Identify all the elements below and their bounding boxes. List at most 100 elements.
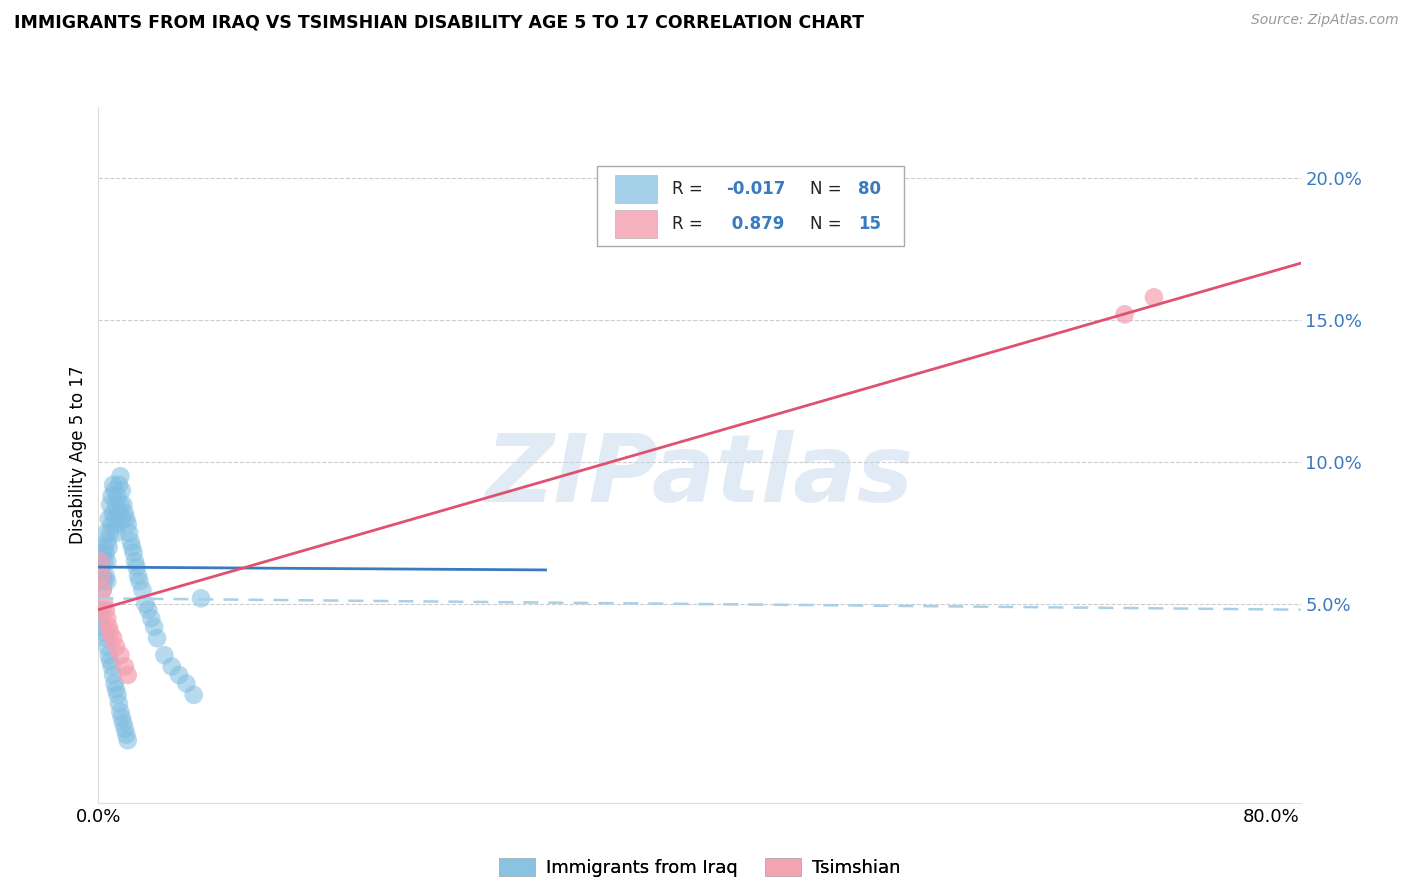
Text: N =: N =: [810, 180, 846, 198]
Point: [146, 631, 169, 645]
Point: [110, 705, 132, 719]
Point: [120, 534, 142, 549]
Point: [111, 483, 134, 498]
Point: [143, 620, 166, 634]
Point: [190, 591, 212, 606]
Point: [103, 676, 125, 690]
Point: [98, 498, 121, 512]
Point: [108, 506, 131, 520]
Y-axis label: Disability Age 5 to 17: Disability Age 5 to 17: [69, 366, 87, 544]
Text: 15: 15: [858, 215, 882, 233]
Point: [110, 469, 132, 483]
Point: [101, 477, 124, 491]
Point: [98, 526, 121, 541]
FancyBboxPatch shape: [598, 166, 904, 246]
Point: [107, 688, 129, 702]
FancyBboxPatch shape: [616, 210, 658, 238]
Point: [112, 716, 135, 731]
Legend: Immigrants from Iraq, Tsimshian: Immigrants from Iraq, Tsimshian: [492, 850, 907, 884]
Point: [108, 477, 131, 491]
Text: Source: ZipAtlas.com: Source: ZipAtlas.com: [1251, 13, 1399, 28]
Point: [107, 517, 129, 532]
Point: [96, 611, 118, 625]
Point: [124, 554, 146, 568]
Point: [98, 654, 121, 668]
Point: [100, 517, 122, 532]
Point: [110, 648, 132, 662]
Point: [103, 512, 125, 526]
Point: [100, 659, 122, 673]
Point: [134, 597, 156, 611]
Point: [112, 498, 135, 512]
Point: [90, 554, 112, 568]
Point: [96, 554, 118, 568]
Point: [97, 540, 120, 554]
Point: [114, 722, 136, 736]
Point: [91, 620, 114, 634]
Point: [105, 498, 128, 512]
Point: [89, 554, 111, 568]
Point: [103, 483, 125, 498]
Point: [127, 568, 149, 582]
Point: [114, 506, 136, 520]
Point: [110, 498, 132, 512]
Point: [94, 631, 117, 645]
Point: [1143, 290, 1166, 304]
Point: [97, 512, 120, 526]
Point: [93, 554, 115, 568]
Point: [93, 625, 115, 640]
Point: [141, 611, 163, 625]
Point: [101, 506, 124, 520]
Point: [91, 546, 114, 560]
Point: [117, 517, 139, 532]
Point: [96, 640, 118, 654]
Text: R =: R =: [672, 180, 707, 198]
Point: [183, 688, 205, 702]
Point: [94, 568, 117, 582]
Point: [90, 568, 112, 582]
Point: [98, 625, 121, 640]
Point: [101, 631, 124, 645]
Point: [176, 676, 198, 690]
Point: [111, 512, 134, 526]
Point: [115, 728, 138, 742]
Point: [97, 648, 120, 662]
Point: [1114, 307, 1136, 321]
Text: ZIPatlas: ZIPatlas: [485, 430, 914, 522]
Point: [131, 582, 153, 597]
Point: [167, 668, 190, 682]
Point: [100, 489, 122, 503]
Point: [94, 526, 117, 541]
Point: [105, 526, 128, 541]
Point: [90, 568, 112, 582]
Point: [125, 560, 148, 574]
Point: [108, 697, 131, 711]
Point: [105, 682, 128, 697]
Point: [153, 648, 176, 662]
Point: [97, 620, 120, 634]
Text: 80: 80: [858, 180, 882, 198]
Point: [122, 546, 145, 560]
Point: [107, 489, 129, 503]
Point: [114, 659, 136, 673]
Point: [91, 582, 114, 597]
Point: [136, 603, 159, 617]
Point: [89, 574, 111, 589]
Point: [91, 568, 114, 582]
Point: [96, 534, 118, 549]
Text: IMMIGRANTS FROM IRAQ VS TSIMSHIAN DISABILITY AGE 5 TO 17 CORRELATION CHART: IMMIGRANTS FROM IRAQ VS TSIMSHIAN DISABI…: [14, 13, 865, 31]
Text: N =: N =: [810, 215, 846, 233]
Point: [160, 659, 183, 673]
Text: -0.017: -0.017: [725, 180, 786, 198]
Point: [121, 540, 143, 554]
Point: [90, 611, 112, 625]
Point: [117, 733, 139, 747]
Point: [94, 546, 117, 560]
Point: [105, 640, 128, 654]
Point: [93, 574, 115, 589]
Point: [93, 540, 115, 554]
Point: [128, 574, 150, 589]
Point: [89, 603, 111, 617]
Point: [117, 668, 139, 682]
Point: [96, 574, 118, 589]
